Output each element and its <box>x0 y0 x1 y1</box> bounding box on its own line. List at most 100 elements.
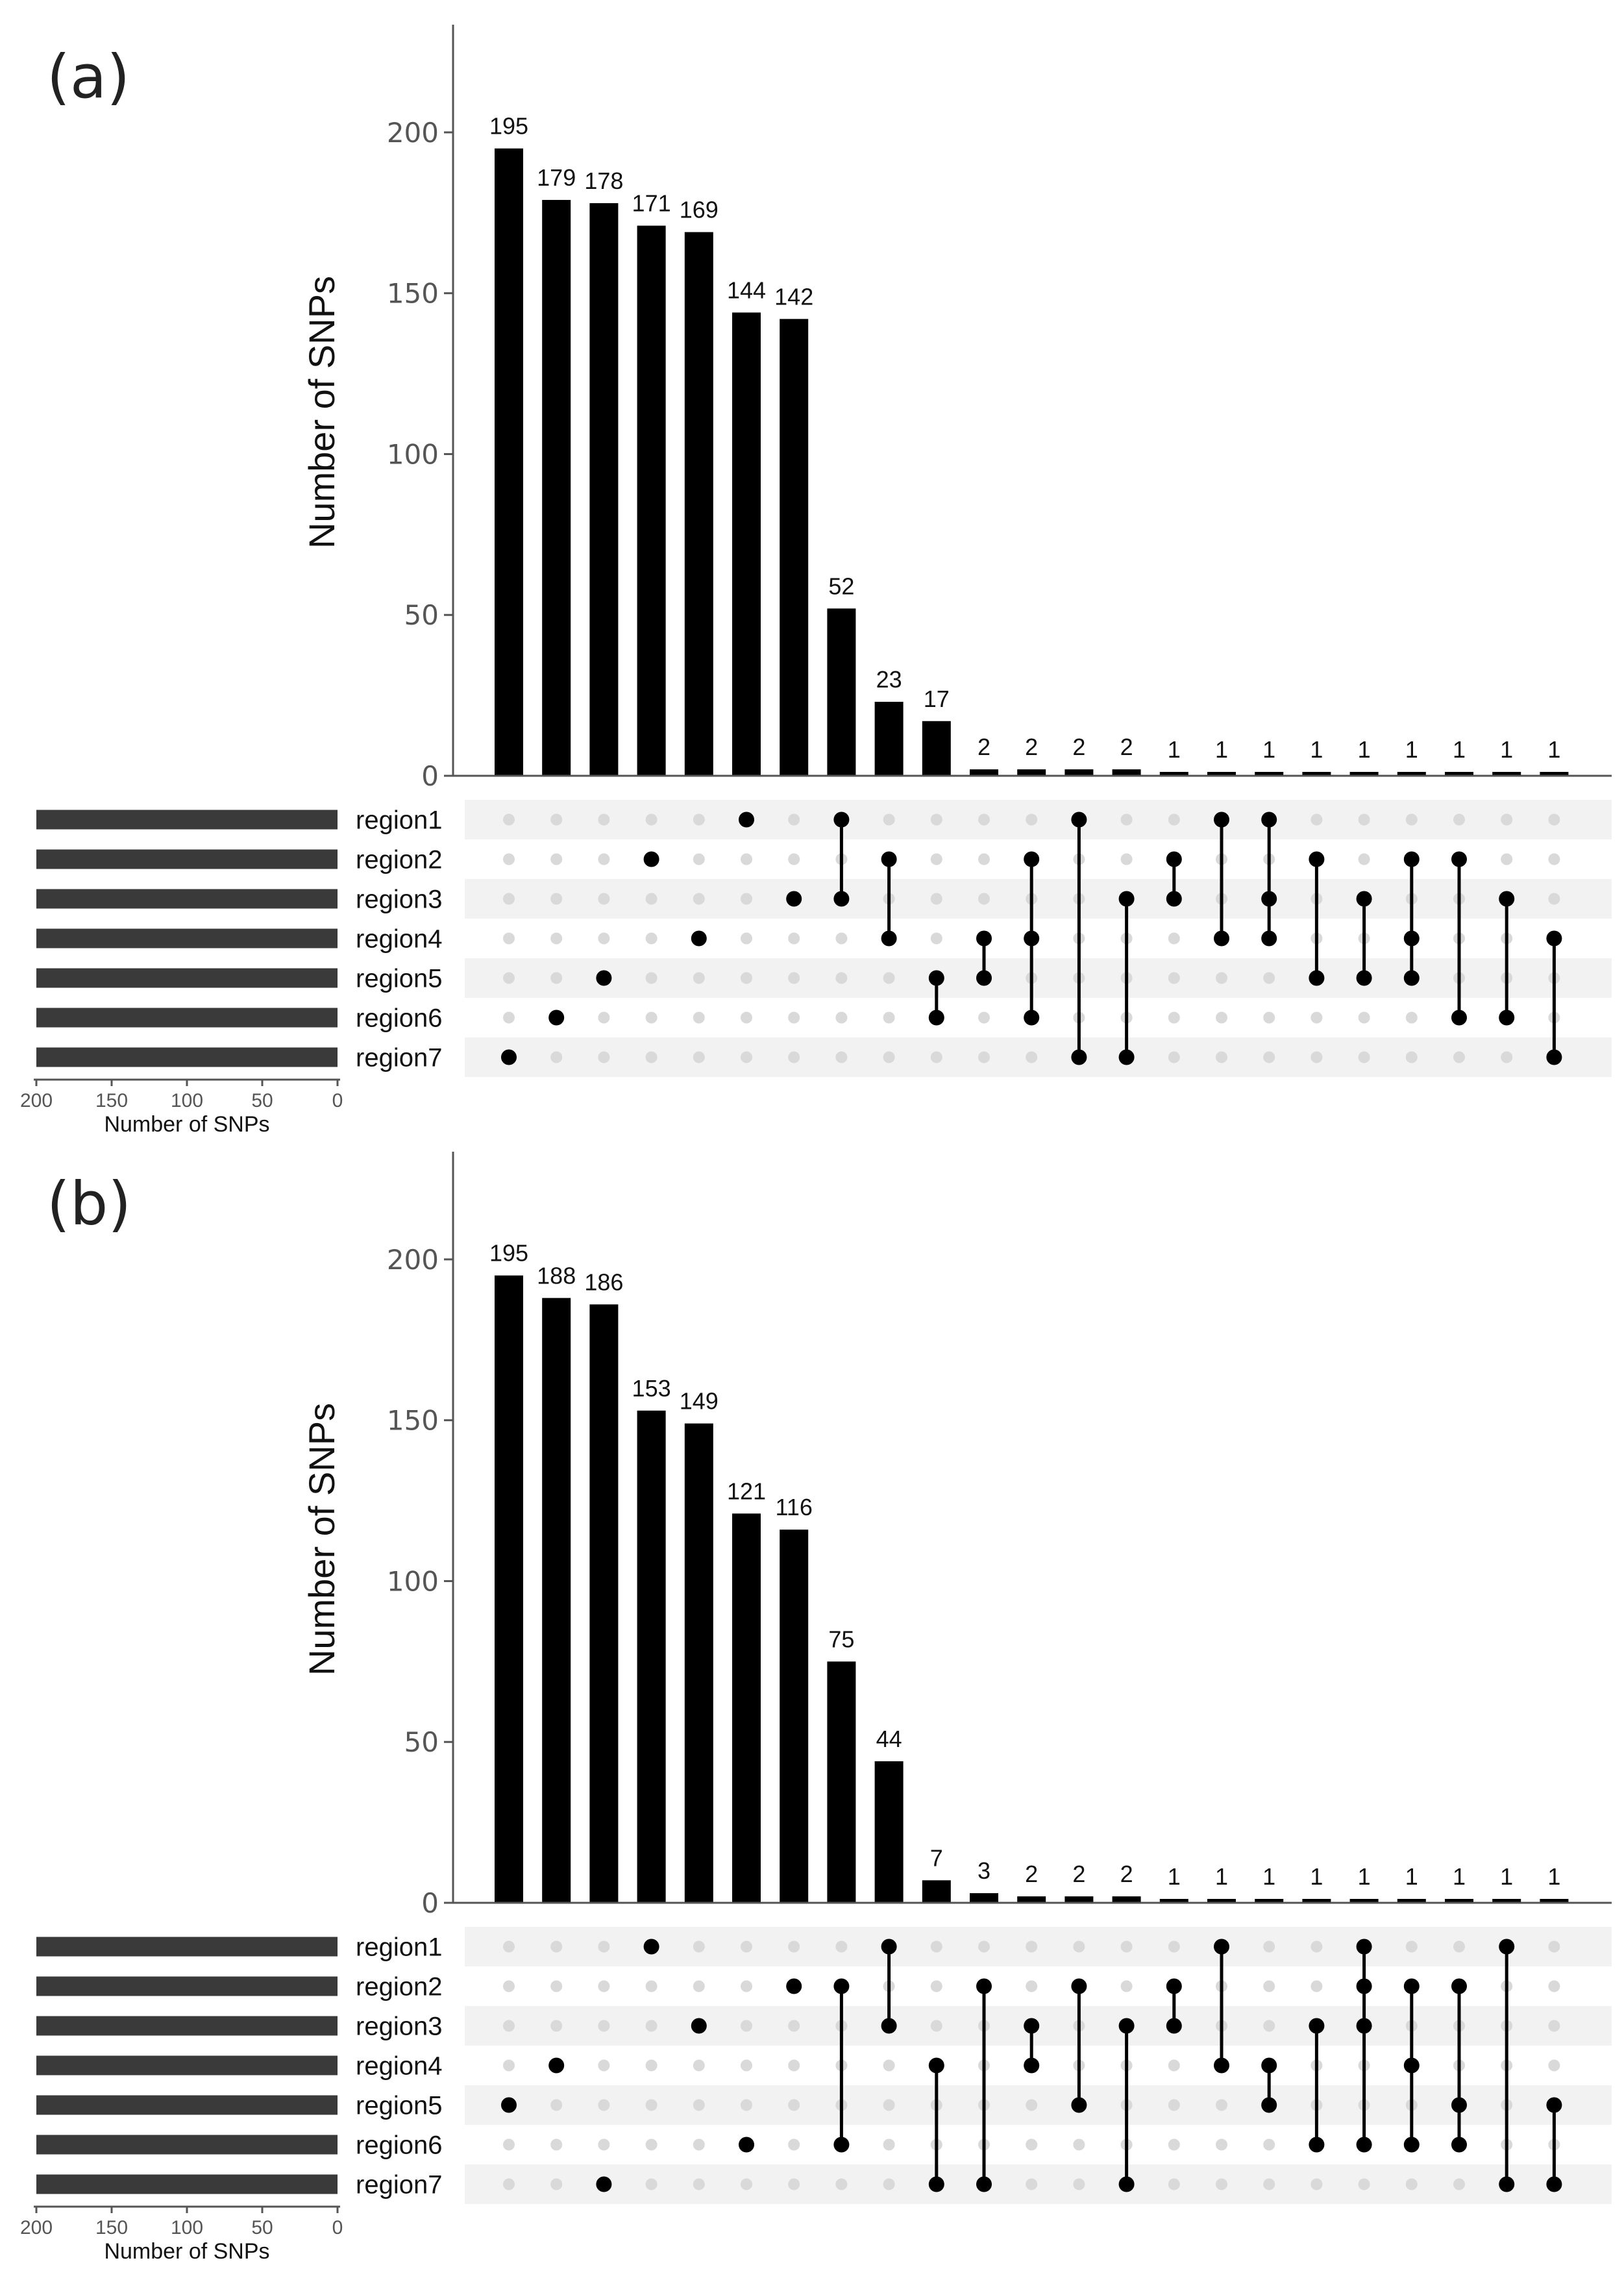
matrix-dot-active <box>976 970 992 986</box>
intersection-bar <box>589 1304 619 1903</box>
set-size-bar <box>36 889 338 909</box>
matrix-dot-inactive <box>978 1011 990 1024</box>
set-size-axis-title: Number of SNPs <box>104 2239 269 2264</box>
matrix-dot-inactive <box>930 1980 942 1992</box>
intersection-bar <box>1492 1899 1521 1903</box>
matrix-dot-inactive <box>741 2099 752 2111</box>
matrix-dot-inactive <box>693 1051 705 1063</box>
y-tick-label: 100 <box>387 1565 439 1597</box>
matrix-dot-inactive <box>1453 1940 1465 1953</box>
set-label: region6 <box>356 1004 442 1033</box>
matrix-dot-active <box>1356 2137 1372 2153</box>
set-label: region5 <box>356 2092 442 2120</box>
matrix-dot-inactive <box>788 1051 800 1063</box>
matrix-dot-active <box>548 1010 565 1026</box>
matrix-dot-inactive <box>1168 932 1180 945</box>
intersection-bar <box>1492 772 1521 776</box>
set-size-bar <box>36 1008 338 1028</box>
matrix-dot-inactive <box>1026 1051 1038 1063</box>
set-label: region2 <box>356 1973 442 2001</box>
matrix-dot-inactive <box>1263 1051 1275 1063</box>
intersection-bar <box>922 1880 951 1903</box>
matrix-dot-active <box>1451 1010 1467 1026</box>
matrix-dot-inactive <box>741 972 752 984</box>
matrix-dot-active <box>1403 2057 1420 2074</box>
matrix-dot-inactive <box>645 813 658 826</box>
matrix-dot-active <box>1024 2057 1040 2074</box>
matrix-dot-inactive <box>645 2059 658 2072</box>
matrix-dot-inactive <box>1168 1011 1180 1024</box>
matrix-row-stripe <box>465 1927 1612 1966</box>
set-label: region1 <box>356 806 442 835</box>
matrix-dot-active <box>1071 1049 1087 1065</box>
intersection-bar <box>1445 1899 1473 1903</box>
matrix-dot-inactive <box>741 853 752 865</box>
bar-value-label: 144 <box>727 277 766 303</box>
intersection-bar <box>1397 772 1426 776</box>
y-tick-label: 100 <box>387 438 439 470</box>
set-size-bar <box>36 928 338 948</box>
matrix-dot-inactive <box>1548 2059 1560 2072</box>
matrix-dot-inactive <box>978 893 990 905</box>
matrix-dot-inactive <box>1453 813 1465 826</box>
set-size-tick-label: 50 <box>251 1090 273 1111</box>
bar-value-label: 195 <box>489 113 528 140</box>
matrix-dot-active <box>1214 930 1229 947</box>
matrix-dot-inactive <box>598 853 610 865</box>
matrix-dot-inactive <box>1358 1011 1370 1024</box>
intersection-bar <box>1064 1896 1094 1903</box>
intersection-bar <box>1255 1899 1284 1903</box>
intersection-bar <box>1064 769 1094 776</box>
matrix-dot-active <box>881 930 897 947</box>
bar-value-label: 2 <box>1072 734 1085 760</box>
set-size-tick-label: 150 <box>95 1090 128 1111</box>
set-size-tick-label: 0 <box>332 2217 343 2238</box>
matrix-dot-active <box>1024 1010 1040 1026</box>
set-label: region3 <box>356 2013 442 2041</box>
matrix-dot-active <box>1166 2018 1182 2034</box>
matrix-dot-active <box>833 1978 850 1994</box>
intersection-bar <box>780 319 809 776</box>
matrix-row-stripe <box>465 2164 1612 2204</box>
matrix-dot-inactive <box>930 932 942 945</box>
set-size-bar <box>36 968 338 988</box>
intersection-bar <box>732 312 761 776</box>
intersection-bar <box>780 1530 809 1903</box>
bar-value-label: 153 <box>632 1375 671 1402</box>
bar-value-label: 116 <box>775 1494 812 1520</box>
matrix-dot-inactive <box>1358 1051 1370 1063</box>
bar-value-label: 1 <box>1168 1863 1181 1890</box>
matrix-dot-active <box>928 1010 944 1026</box>
intersection-bar <box>1540 772 1569 776</box>
matrix-dot-inactive <box>1026 813 1038 826</box>
matrix-dot-inactive <box>1310 1011 1323 1024</box>
matrix-dot-inactive <box>788 2099 800 2111</box>
matrix-dot-inactive <box>1168 2099 1180 2111</box>
matrix-dot-active <box>928 2176 944 2192</box>
matrix-dot-inactive <box>1405 813 1418 826</box>
bar-value-label: 1 <box>1310 1863 1323 1890</box>
bar-value-label: 1 <box>1453 1863 1466 1890</box>
set-size-bar <box>36 2135 338 2155</box>
matrix-dot-inactive <box>1310 2178 1323 2190</box>
matrix-dot-active <box>1024 851 1040 867</box>
panel-label: (b) <box>47 1169 131 1239</box>
matrix-dot-active <box>881 2018 897 2034</box>
bar-value-label: 23 <box>876 666 902 693</box>
matrix-dot-inactive <box>503 853 515 865</box>
matrix-dot-inactive <box>1263 1940 1275 1953</box>
matrix-dot-active <box>1499 1939 1515 1955</box>
intersection-bar <box>1017 1896 1046 1903</box>
matrix-dot-inactive <box>1358 853 1370 865</box>
bar-value-label: 3 <box>978 1857 990 1884</box>
matrix-dot-inactive <box>1405 1011 1418 1024</box>
matrix-dot-inactive <box>883 2059 895 2072</box>
matrix-dot-inactive <box>550 893 563 905</box>
matrix-dot-active <box>1118 891 1135 907</box>
matrix-dot-inactive <box>1026 1940 1038 1953</box>
matrix-dot-active <box>786 1978 802 1994</box>
bar-value-label: 178 <box>584 167 623 194</box>
matrix-dot-inactive <box>1168 1051 1180 1063</box>
